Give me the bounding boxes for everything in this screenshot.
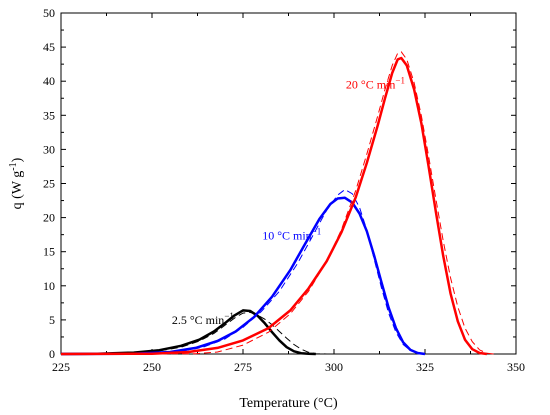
series-0-solid-line — [60, 309, 316, 356]
y-tick-label: 40 — [43, 74, 55, 88]
x-tick-label: 225 — [52, 360, 70, 374]
ticks-layer: 225 250 275 300 325 350 0 5 10 15 20 25 30 35 40 45 50 — [43, 6, 525, 374]
plot-frame — [60, 12, 517, 355]
x-tick-label: 275 — [234, 360, 252, 374]
series-1-label-text: 10 °C min — [262, 228, 311, 242]
y-tick-label: 35 — [43, 108, 55, 122]
y-axis-title-main: q (W g — [10, 171, 25, 210]
y-tick-label: 25 — [43, 177, 55, 191]
series-2-label-sup: −1 — [395, 76, 405, 86]
x-tick-label: 325 — [416, 360, 434, 374]
y-tick-label: 30 — [43, 142, 55, 156]
y-axis-title: q (W g-1) — [8, 157, 25, 209]
series-2-dashed-line — [60, 51, 495, 355]
y-tick-label: 50 — [43, 6, 55, 20]
series-0-label-sup: −1 — [224, 311, 234, 321]
y-tick-label: 5 — [49, 313, 55, 327]
series-1-dashed-line — [60, 189, 426, 355]
series-2-label: 20 °C min−1 — [346, 76, 405, 92]
x-tick-label: 300 — [325, 360, 343, 374]
y-tick-label: 20 — [43, 211, 55, 225]
series-1-label-sup: −1 — [312, 226, 322, 236]
series-0-label: 2.5 °C min−1 — [172, 311, 234, 327]
x-tick-label: 250 — [143, 360, 161, 374]
series-1-solid-line — [60, 196, 426, 356]
series-layer — [60, 51, 495, 356]
labels-layer: 2.5 °C min−110 °C min−120 °C min−1 — [172, 76, 405, 327]
y-tick-label: 15 — [43, 245, 55, 259]
x-tick-label: 350 — [507, 360, 525, 374]
series-2-label-text: 20 °C min — [346, 78, 395, 92]
y-axis-title-close: ) — [10, 157, 25, 162]
series-1-label: 10 °C min−1 — [262, 226, 321, 242]
y-axis-title-sup: -1 — [8, 162, 19, 170]
series-2-solid-line — [60, 56, 488, 356]
series-0-label-text: 2.5 °C min — [172, 313, 224, 327]
y-tick-label: 0 — [49, 347, 55, 361]
x-axis-title: Temperature (°C) — [239, 396, 338, 411]
y-tick-label: 10 — [43, 279, 55, 293]
y-tick-label: 45 — [43, 40, 55, 54]
